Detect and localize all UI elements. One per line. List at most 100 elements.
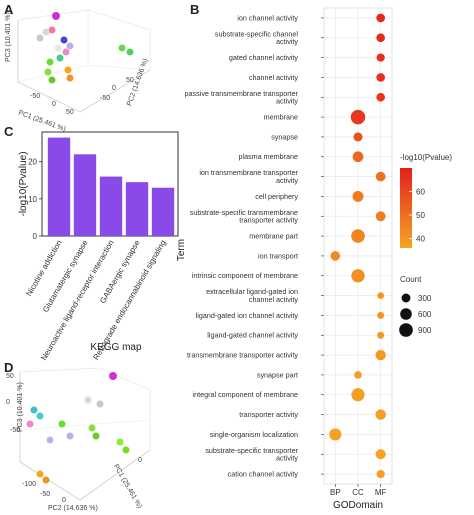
- color-legend-bar: [400, 168, 412, 248]
- bar: [151, 187, 175, 236]
- pca-d-point: [58, 420, 66, 428]
- pca-d-point: [88, 424, 96, 432]
- term-label: membrane part: [249, 231, 298, 240]
- dot-point: [377, 331, 385, 339]
- pca-d-point: [92, 432, 100, 440]
- pca-d-tick: 0: [138, 457, 142, 464]
- pca-d-axis-pc3: PC3 (10.401 %): [17, 382, 24, 432]
- pca-d-point: [84, 396, 92, 404]
- pca-a-point: [52, 12, 60, 20]
- color-legend-title: -log10(Pvalue): [400, 153, 452, 162]
- dot-point: [351, 269, 365, 283]
- pca-d-tick: 0: [6, 399, 10, 406]
- pca-a-point: [36, 34, 44, 42]
- dot-point: [352, 151, 364, 163]
- size-legend-label: 300: [418, 294, 432, 303]
- panel-letter-c: C: [4, 124, 14, 139]
- pca-a-tick: -50: [100, 95, 110, 102]
- color-legend-tick-label: 50: [416, 211, 425, 220]
- dot-x-tick-label: CC: [352, 488, 364, 497]
- pca-d-point: [66, 432, 74, 440]
- panel-letter-d: D: [4, 360, 13, 375]
- pca-a-tick: 50: [126, 77, 134, 84]
- size-legend-dot: [401, 293, 411, 303]
- dot-plot-b: ion channel activity substrate-specific c…: [176, 7, 393, 511]
- pca-plot-a: PC3 (10.401 %) PC1 (25.461 %) PC2 (14.63…: [5, 9, 151, 133]
- pca-a-axis-pc3: PC3 (10.401 %): [5, 12, 12, 62]
- term-label: substrate-specific transmembrane transpor…: [190, 208, 299, 225]
- term-label: synapse: [271, 132, 298, 141]
- dot-x-tick-label: BP: [330, 488, 341, 497]
- term-label: ion channel activity: [237, 13, 298, 22]
- dot-point: [376, 469, 385, 479]
- dot-point: [376, 33, 385, 43]
- pca-d-point: [46, 436, 54, 444]
- size-legend-dot: [400, 308, 412, 320]
- dot-point: [329, 428, 342, 441]
- dot-x-axis-title: GODomain: [333, 500, 383, 511]
- dot-point: [330, 251, 341, 261]
- term-label: gated channel activity: [229, 53, 299, 62]
- pca-d-point: [96, 400, 104, 408]
- pca-a-point: [66, 74, 74, 82]
- pca-a-point: [42, 28, 50, 36]
- bar-x-axis-title: KEGG map: [90, 342, 142, 353]
- pca-d-axis-pc1: PC1 (25.461 %): [112, 463, 143, 510]
- term-label: ion transport: [258, 251, 298, 260]
- pca-a-point: [48, 26, 56, 34]
- bar-y-tick-label: 10: [28, 195, 37, 204]
- pca-d-point: [116, 438, 124, 446]
- term-label: passive transmembrane transporter activit…: [185, 89, 299, 106]
- dot-point: [375, 171, 386, 182]
- term-label: membrane: [264, 112, 298, 121]
- dot-plot-legend: -log10(Pvalue) 40 50 60 Count 300 600 900: [399, 153, 452, 337]
- pca-a-point: [44, 68, 52, 76]
- term-label: substrate-specific channel activity: [215, 29, 299, 46]
- dot-point: [375, 449, 386, 460]
- pca-d-tick: 50: [6, 373, 14, 380]
- pca-d-tick: -50: [10, 427, 20, 434]
- dot-point: [376, 73, 385, 82]
- dot-point: [352, 190, 364, 202]
- color-legend-tick-label: 60: [416, 188, 425, 197]
- bar: [125, 182, 149, 236]
- pca-a-point: [56, 54, 64, 62]
- size-legend-label: 900: [418, 326, 432, 335]
- dot-point: [354, 371, 362, 379]
- term-label: cation channel activity: [228, 469, 299, 478]
- pca-a-point: [48, 76, 56, 84]
- panel-letter-a: A: [4, 2, 14, 17]
- term-label: substrate-specific transporter activity: [205, 446, 298, 463]
- pca-a-point: [66, 42, 74, 50]
- size-legend-label: 600: [418, 310, 432, 319]
- pca-a-tick: 0: [112, 85, 116, 92]
- pca-a-tick: 50: [66, 109, 74, 116]
- term-label: single-organism localization: [210, 430, 298, 439]
- dot-point: [351, 229, 365, 243]
- pca-a-point: [118, 44, 126, 52]
- term-label: transmembrane transporter activity: [187, 350, 298, 359]
- bar-y-tick-label: 20: [28, 158, 37, 167]
- pca-d-point: [30, 406, 38, 414]
- dot-y-axis-title: Term: [176, 239, 187, 261]
- dot-point: [377, 292, 384, 299]
- bar-y-axis-title: -log10(Pvalue): [18, 151, 29, 216]
- term-label: intrinsic component of membrane: [192, 271, 298, 280]
- pca-d-tick: 0: [62, 497, 66, 504]
- pca-d-point: [42, 476, 50, 484]
- pca-d-point: [36, 412, 44, 420]
- size-legend-dot: [399, 323, 413, 337]
- bar-y-tick-label: 0: [33, 232, 38, 241]
- bar: [47, 137, 71, 236]
- dot-point: [351, 388, 365, 402]
- bar: [99, 176, 123, 236]
- dot-point: [376, 13, 385, 23]
- bar: [73, 154, 97, 236]
- pca-a-point: [54, 44, 62, 52]
- term-label: ligand-gated channel activity: [207, 331, 298, 340]
- pca-a-point: [62, 48, 70, 56]
- pca-a-tick: -50: [30, 93, 40, 100]
- dot-x-tick-label: MF: [375, 488, 387, 497]
